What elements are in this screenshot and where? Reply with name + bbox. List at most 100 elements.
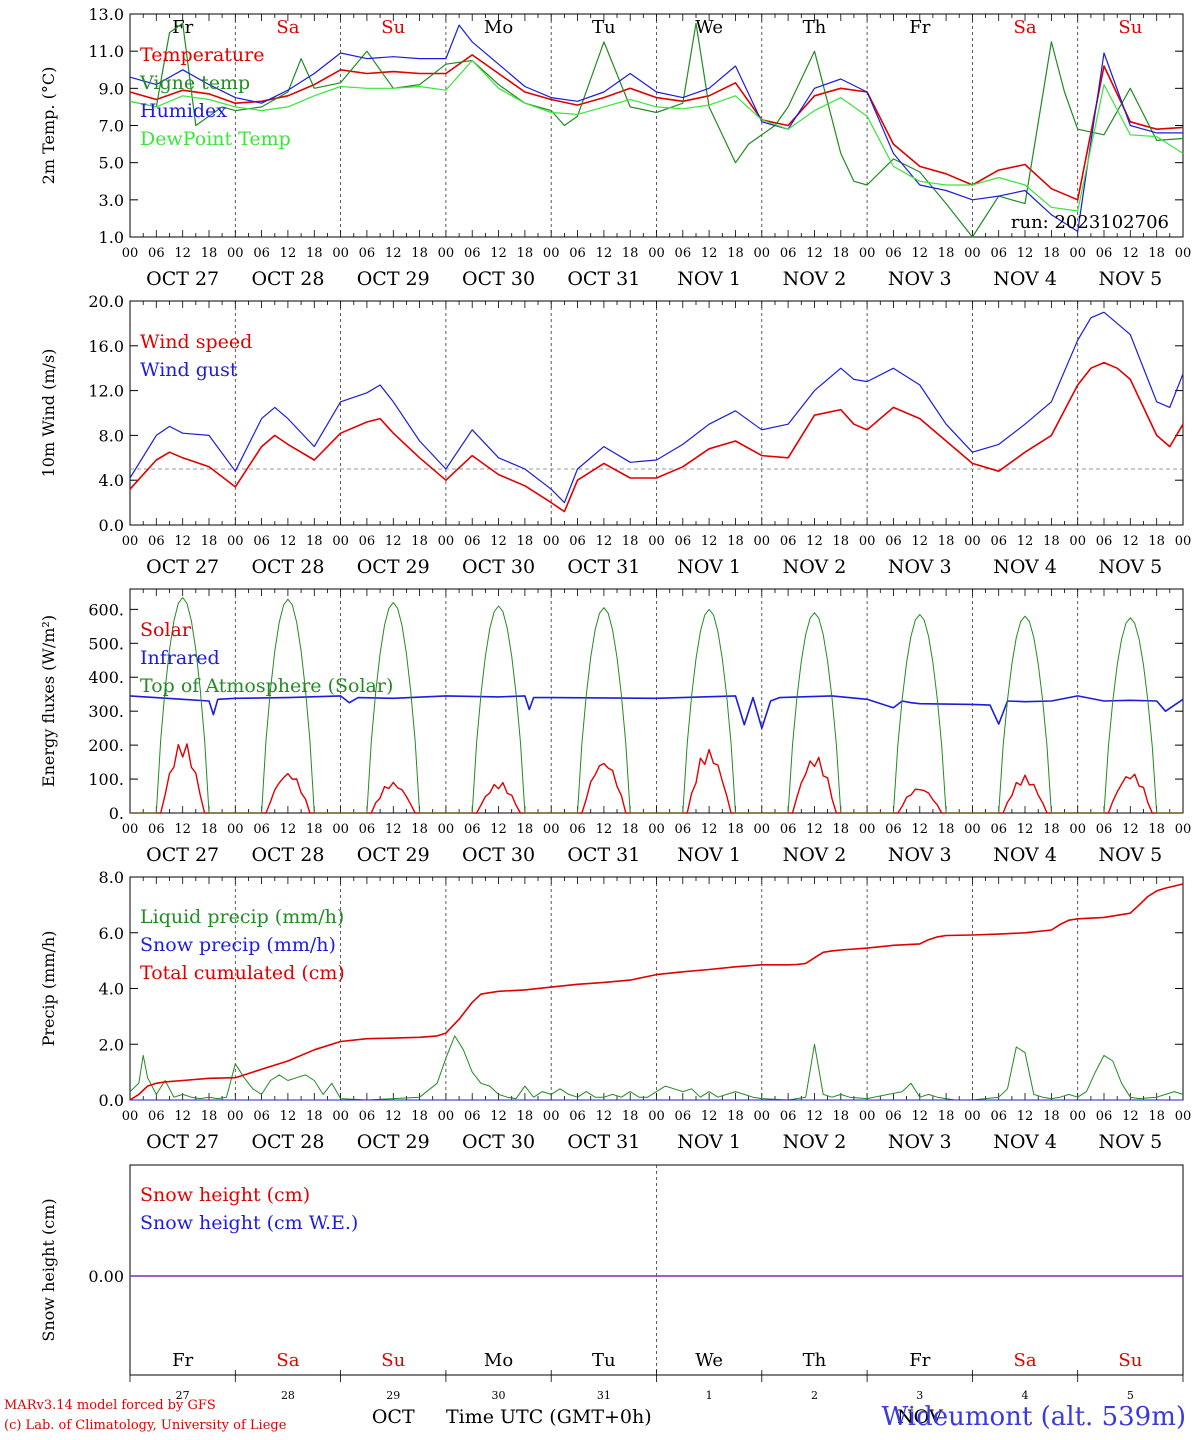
month-label-oct: OCT	[372, 1406, 415, 1428]
date-label: OCT 28	[251, 556, 324, 578]
legend-entry: Total cumulated (cm)	[140, 962, 345, 984]
hour-tick-label: 06	[885, 246, 902, 261]
hour-tick-label: 18	[517, 822, 534, 837]
hour-tick-label: 12	[1122, 822, 1139, 837]
hour-tick-label: 00	[648, 822, 665, 837]
date-label: OCT 28	[251, 268, 324, 290]
hour-tick-label: 06	[359, 1109, 376, 1124]
hour-tick-label: 18	[938, 246, 955, 261]
date-label: OCT 29	[357, 268, 430, 290]
y-tick-label: 600.	[88, 600, 124, 619]
date-label: NOV 4	[993, 844, 1057, 866]
date-label: NOV 1	[677, 1131, 741, 1153]
hour-tick-label: 18	[1148, 246, 1165, 261]
y-tick-label: 8.0	[99, 868, 124, 887]
hour-tick-label: 00	[438, 246, 455, 261]
hour-tick-label: 06	[464, 534, 481, 549]
date-label: OCT 30	[462, 1131, 535, 1153]
hour-tick-label: 18	[517, 1109, 534, 1124]
date-label: NOV 3	[888, 556, 952, 578]
hour-tick-label: 12	[1122, 246, 1139, 261]
hour-tick-label: 18	[201, 534, 218, 549]
hour-tick-label: 00	[332, 822, 349, 837]
hour-tick-label: 18	[201, 1109, 218, 1124]
legend-entry: Temperature	[140, 44, 264, 66]
hour-tick-label: 06	[464, 246, 481, 261]
weekday-label: Fr	[909, 17, 930, 38]
bottom-day-label: 30	[492, 1389, 506, 1402]
hour-tick-label: 00	[964, 534, 981, 549]
y-tick-label: 100.	[88, 770, 124, 789]
series-line-infrared	[129, 695, 1184, 729]
hour-tick-label: 12	[806, 534, 823, 549]
hour-tick-label: 06	[464, 1109, 481, 1124]
date-label: NOV 2	[783, 556, 847, 578]
y-tick-label: 8.0	[99, 426, 124, 445]
hour-tick-label: 06	[569, 246, 586, 261]
legend-entry: Liquid precip (mm/h)	[140, 906, 344, 928]
hour-tick-label: 06	[780, 822, 797, 837]
date-label: OCT 27	[146, 844, 219, 866]
hour-tick-label: 12	[1122, 534, 1139, 549]
hour-tick-label: 12	[806, 1109, 823, 1124]
hour-tick-label: 00	[332, 246, 349, 261]
month-label-nov: NOV	[897, 1406, 943, 1428]
date-label: NOV 4	[993, 268, 1057, 290]
weekday-label: Su	[381, 1350, 405, 1371]
hour-tick-label: 06	[148, 534, 165, 549]
y-axis-label: 10m Wind (m/s)	[39, 349, 58, 478]
time-axis-title: Time UTC (GMT+0h)	[446, 1406, 652, 1428]
hour-tick-label: 18	[727, 534, 744, 549]
weekday-label: Tu	[592, 17, 616, 38]
series-line-dewpoint-temp	[129, 59, 1184, 212]
hour-tick-label: 12	[596, 1109, 613, 1124]
hour-tick-label: 00	[1069, 246, 1086, 261]
hour-tick-label: 06	[253, 822, 270, 837]
hour-tick-label: 12	[911, 534, 928, 549]
y-tick-label: 13.0	[88, 5, 124, 24]
legend-entry: Infrared	[140, 647, 220, 669]
y-tick-label: 12.0	[88, 382, 124, 401]
hour-tick-label: 00	[648, 246, 665, 261]
hour-tick-label: 06	[148, 1109, 165, 1124]
bottom-day-label: 4	[1022, 1389, 1029, 1402]
hour-tick-label: 00	[332, 1109, 349, 1124]
hour-tick-label: 18	[306, 822, 323, 837]
hour-tick-label: 18	[622, 246, 639, 261]
hour-tick-label: 00	[438, 1109, 455, 1124]
hour-tick-label: 00	[964, 1109, 981, 1124]
hour-tick-label: 06	[148, 246, 165, 261]
y-tick-label: 0.0	[99, 516, 124, 535]
hour-tick-label: 12	[911, 822, 928, 837]
legend-entry: Snow height (cm W.E.)	[140, 1212, 358, 1234]
hour-tick-label: 00	[964, 822, 981, 837]
hour-tick-label: 06	[253, 534, 270, 549]
hour-tick-label: 18	[727, 246, 744, 261]
date-label: NOV 4	[993, 1131, 1057, 1153]
legend-entry: Solar	[140, 619, 192, 641]
hour-tick-label: 12	[1122, 1109, 1139, 1124]
weekday-label: Sa	[1014, 17, 1037, 38]
weekday-label: Su	[1118, 17, 1142, 38]
weekday-label: Mo	[484, 17, 513, 38]
hour-tick-label: 06	[990, 1109, 1007, 1124]
hour-tick-label: 06	[780, 534, 797, 549]
date-label: NOV 2	[783, 1131, 847, 1153]
y-tick-label: 400.	[88, 668, 124, 687]
y-axis-label: Precip (mm/h)	[39, 931, 58, 1047]
hour-tick-label: 12	[385, 534, 402, 549]
hour-tick-label: 18	[833, 822, 850, 837]
y-tick-label: 300.	[88, 702, 124, 721]
y-tick-label: 9.0	[99, 79, 124, 98]
hour-tick-label: 18	[411, 1109, 428, 1124]
hour-tick-label: 00	[1069, 1109, 1086, 1124]
y-tick-label: 6.0	[99, 924, 124, 943]
weekday-label: Sa	[276, 1350, 299, 1371]
hour-tick-label: 12	[280, 534, 297, 549]
hour-tick-label: 00	[1175, 1109, 1192, 1124]
series-line-top-of-atmosphere-solar-	[130, 597, 1183, 814]
weekday-label: Th	[803, 1350, 827, 1371]
hour-tick-label: 12	[596, 534, 613, 549]
date-label: NOV 1	[677, 268, 741, 290]
hour-tick-label: 18	[411, 534, 428, 549]
